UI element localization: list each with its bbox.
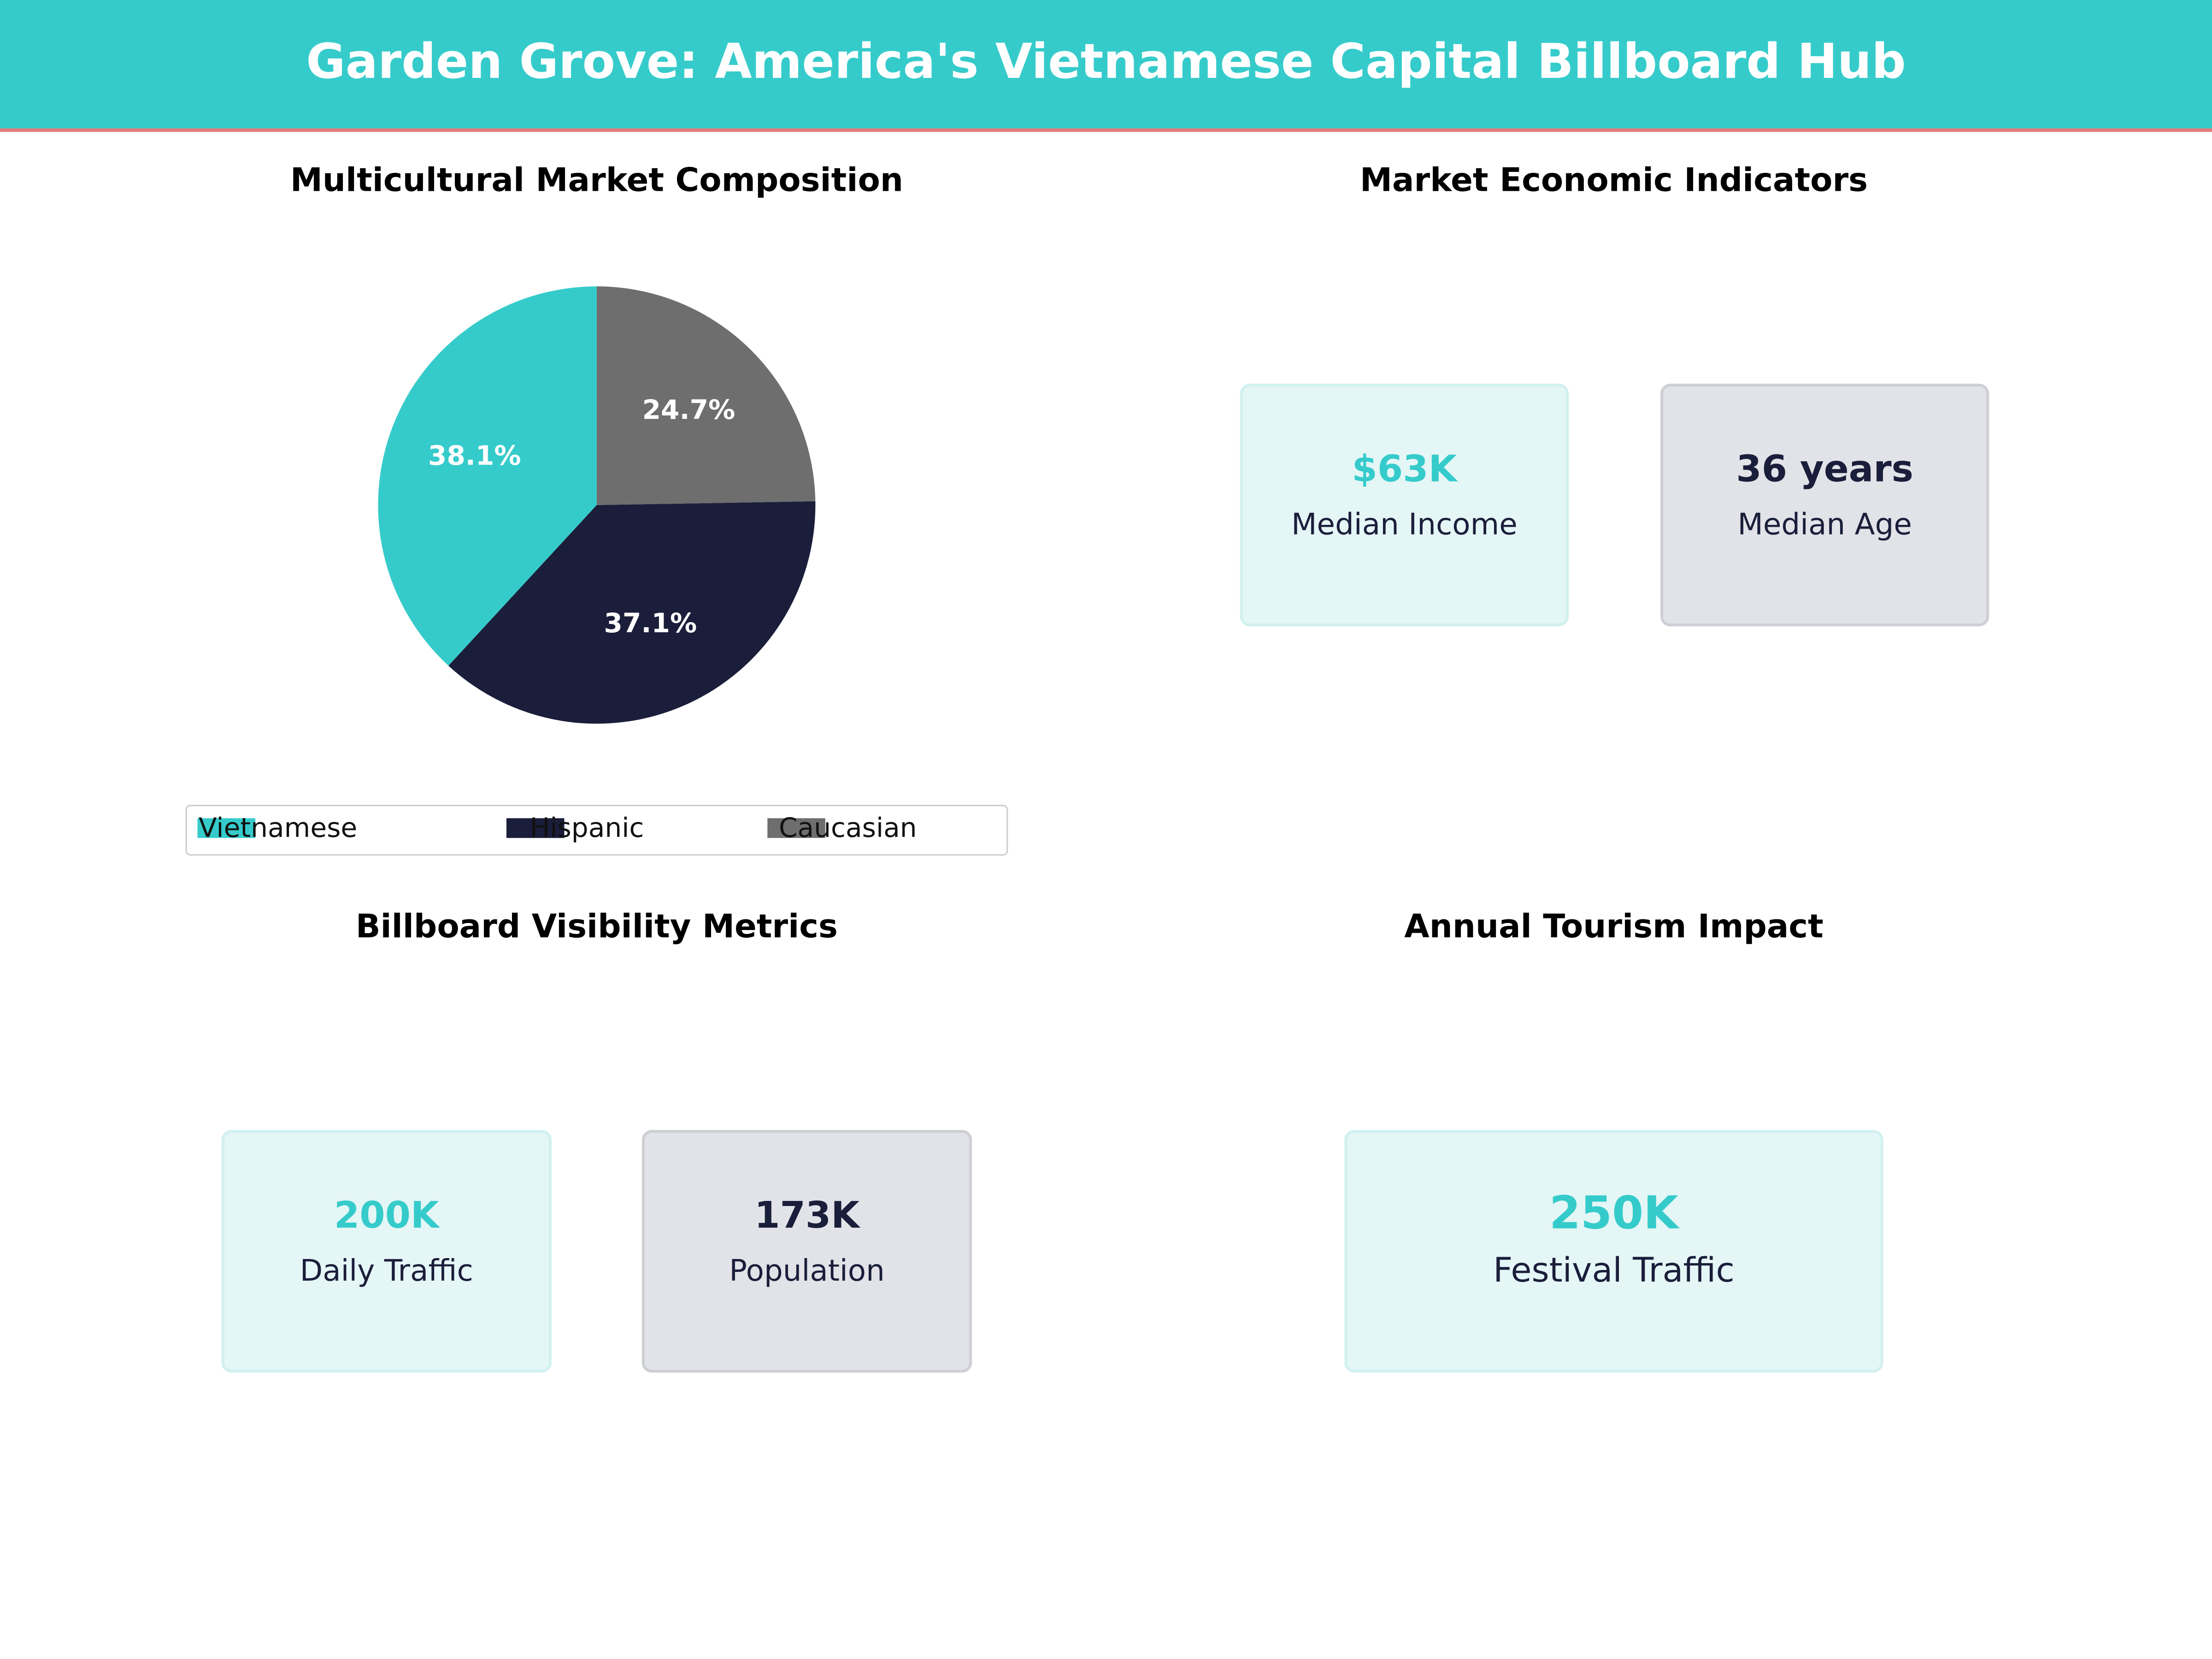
pie-slice [448,501,816,724]
panel-title: Billboard Visibility Metrics [356,907,838,945]
kpi-card [641,1130,972,1373]
legend-swatch [767,818,825,838]
chart-title: Multicultural Market Composition [290,161,903,199]
kpi-card [1240,383,1569,627]
legend-label: Hispanic [530,812,644,843]
kpi-value: 36 years [1736,447,1913,490]
legend-box [185,805,1008,856]
kpi-card [1344,1130,1883,1373]
legend-label: Caucasian [779,812,917,843]
kpi-value: 173K [754,1194,861,1236]
kpi-label: Median Income [1291,507,1518,541]
slice-label: 38.1% [428,440,521,471]
kpi-label: Festival Traffic [1493,1251,1735,1290]
header-band [0,0,2212,130]
slice-label: 24.7% [642,394,735,425]
kpi-label: Median Age [1737,507,1912,541]
kpi-card [221,1130,552,1373]
slice-label: 37.1% [604,607,697,639]
legend-swatch [197,818,256,838]
header-rule [0,128,2212,132]
page-title: Garden Grove: America's Vietnamese Capit… [306,33,1906,89]
panel-title: Annual Tourism Impact [1404,907,1823,945]
legend-swatch [506,818,565,838]
panel-title: Market Economic Indicators [1360,161,1868,199]
kpi-value: 200K [334,1194,441,1236]
kpi-card [1660,383,1989,627]
kpi-value: 250K [1549,1187,1680,1240]
pie-slice [378,286,597,666]
legend-label: Vietnamese [199,812,357,843]
kpi-label: Daily Traffic [300,1253,473,1288]
pie-slice [596,286,816,505]
kpi-label: Population [729,1253,885,1288]
kpi-value: $63K [1352,447,1459,490]
